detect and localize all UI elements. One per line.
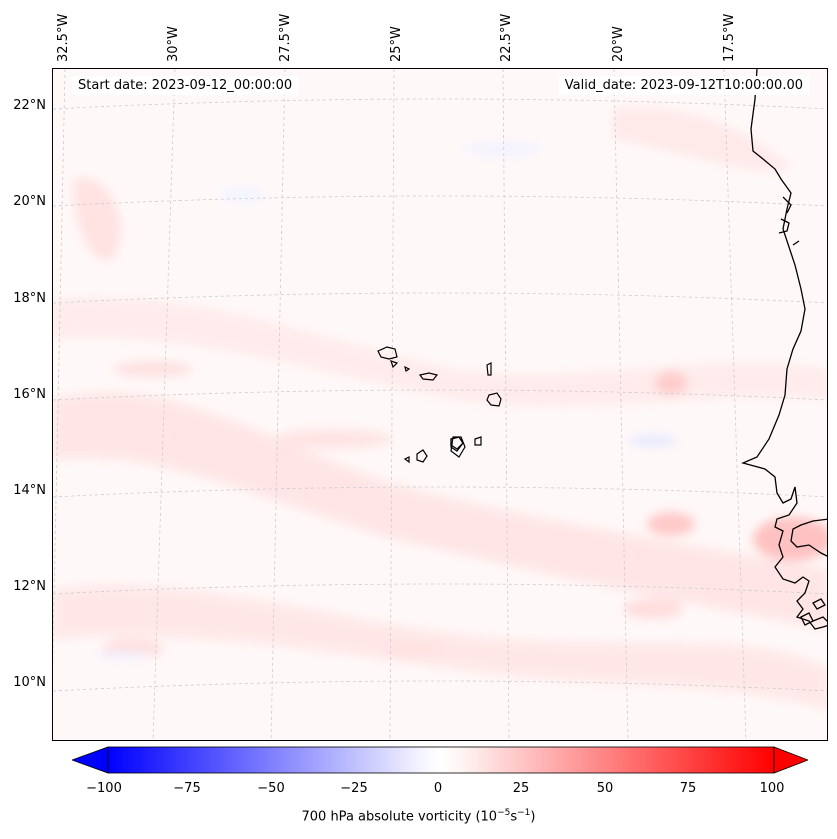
lat-lon-gridlines xyxy=(53,69,827,740)
valid-date-label: Valid_date: 2023-09-12T10:00:00.00 xyxy=(558,76,809,95)
colorbar-tick-neg75: −75 xyxy=(173,781,201,796)
colorbar-label-exponent-1: −5 xyxy=(497,808,511,818)
lat-label-10n: 10°N xyxy=(13,675,46,690)
lat-label-18n: 18°N xyxy=(13,291,46,306)
colorbar-high-extension xyxy=(773,746,808,774)
lon-label-17-5w: 17.5°W xyxy=(722,13,737,62)
lat-label-12n: 12°N xyxy=(13,579,46,594)
lon-label-20w: 20°W xyxy=(611,26,626,62)
colorbar-tick-25: 25 xyxy=(512,781,530,796)
colorbar-tick-75: 75 xyxy=(679,781,697,796)
map-panel[interactable] xyxy=(52,68,828,741)
colorbar-tick-100: 100 xyxy=(759,781,785,796)
colorbar-tick-neg50: −50 xyxy=(257,781,285,796)
lon-label-22-5w: 22.5°W xyxy=(499,13,514,62)
colorbar-tick-0: 0 xyxy=(433,781,443,796)
lon-label-27-5w: 27.5°W xyxy=(278,13,293,62)
colorbar-low-extension xyxy=(72,746,109,774)
colorbar xyxy=(72,746,808,774)
colorbar-label-text: 700 hPa absolute vorticity (10 xyxy=(301,809,498,825)
lat-label-14n: 14°N xyxy=(13,483,46,498)
colorbar-tick-50: 50 xyxy=(596,781,614,796)
lon-label-32-5w: 32.5°W xyxy=(56,13,71,62)
colorbar-label: 700 hPa absolute vorticity (10−5s−1) xyxy=(0,808,837,824)
african-coastline xyxy=(741,69,827,630)
colorbar-tick-neg25: −25 xyxy=(340,781,368,796)
lon-label-25w: 25°W xyxy=(389,26,404,62)
colorbar-label-exponent-2: −1 xyxy=(517,808,531,818)
vorticity-shading xyxy=(53,107,827,709)
colorbar-label-unit: s xyxy=(510,809,518,825)
cape-verde-islands xyxy=(377,346,502,464)
lat-label-22n: 22°N xyxy=(13,98,46,113)
colorbar-gradient xyxy=(107,746,775,774)
lat-label-16n: 16°N xyxy=(13,387,46,402)
vorticity-field-map xyxy=(53,69,827,740)
lat-label-20n: 20°N xyxy=(13,194,46,209)
colorbar-label-close: ) xyxy=(530,809,536,825)
colorbar-tick-neg100: −100 xyxy=(86,781,122,796)
lon-label-30w: 30°W xyxy=(166,26,181,62)
start-date-label: Start date: 2023-09-12_00:00:00 xyxy=(72,76,299,95)
